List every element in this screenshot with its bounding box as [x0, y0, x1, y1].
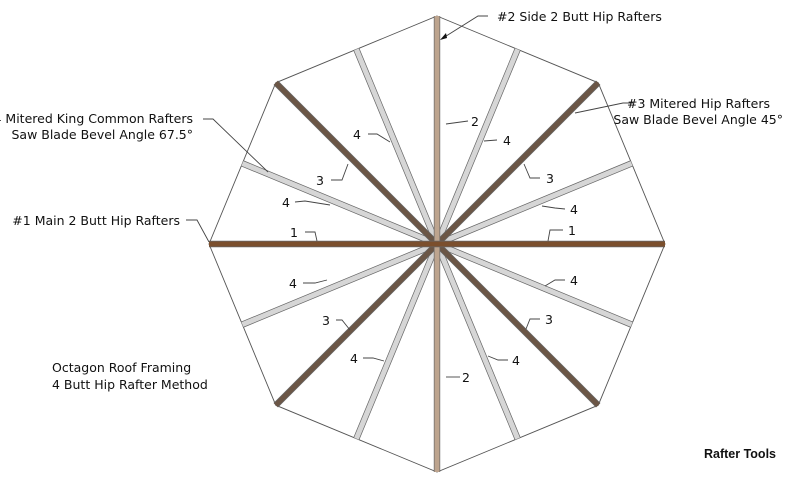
- callout-mitered-hip-line2: Saw Blade Bevel Angle 45°: [613, 112, 783, 127]
- number-2: 2: [462, 370, 470, 385]
- king-common-rafter: [354, 243, 440, 440]
- number-2: 2: [471, 114, 479, 129]
- leader-4: [541, 205, 566, 210]
- king-common-rafter: [434, 243, 520, 440]
- caption-line1: Octagon Roof Framing: [52, 360, 191, 375]
- number-4: 4: [350, 351, 358, 366]
- number-3: 3: [545, 312, 553, 327]
- leaders: [186, 15, 633, 378]
- mitered-hip-rafter: [435, 242, 600, 407]
- leader-1: [305, 231, 318, 242]
- king-common-rafter: [434, 48, 520, 245]
- number-4: 4: [570, 273, 578, 288]
- callout-main-hip: #1 Main 2 Butt Hip Rafters: [12, 213, 180, 228]
- king-common-rafter: [241, 241, 438, 327]
- king-common-rafter: [354, 48, 440, 245]
- number-4: 4: [289, 276, 297, 291]
- callout-king-common-line1: #4 Mitered King Common Rafters: [0, 111, 193, 126]
- king-common-rafter: [436, 161, 633, 247]
- leader-4: [303, 279, 328, 284]
- callout-side-hip: #2 Side 2 Butt Hip Rafters: [497, 9, 662, 24]
- number-4: 4: [353, 127, 361, 142]
- leader-3: [525, 318, 540, 330]
- number-4: 4: [512, 353, 520, 368]
- rafters: [209, 16, 665, 472]
- leader-mitered-hip: [574, 102, 633, 114]
- leader-4: [483, 139, 498, 142]
- leader-4: [363, 357, 385, 362]
- leader-3: [523, 163, 540, 179]
- callout-mitered-hip-line1: #3 Mitered Hip Rafters: [627, 96, 770, 111]
- king-common-rafter: [241, 161, 438, 247]
- number-4: 4: [503, 133, 511, 148]
- leader-4: [487, 355, 508, 361]
- leader-side-hip: [442, 15, 488, 39]
- number-3: 3: [322, 313, 330, 328]
- leader-4: [368, 133, 391, 143]
- leader-2-top: [445, 120, 469, 125]
- brand-label: Rafter Tools: [704, 447, 776, 461]
- mitered-hip-rafter: [274, 81, 439, 246]
- number-4: 4: [282, 195, 290, 210]
- number-3: 3: [546, 171, 554, 186]
- number-4: 4: [570, 202, 578, 217]
- leader-4: [294, 200, 331, 206]
- leader-4: [544, 279, 565, 287]
- leader-king-common: [203, 118, 269, 173]
- mitered-hip-rafter: [274, 242, 439, 407]
- number-3: 3: [316, 173, 324, 188]
- arrowhead: [440, 33, 447, 40]
- leader-main-hip: [186, 219, 210, 243]
- leader-3: [336, 319, 351, 331]
- mitered-hip-rafter: [435, 81, 600, 246]
- caption-line2: 4 Butt Hip Rafter Method: [52, 377, 208, 392]
- callout-king-common-line2: Saw Blade Bevel Angle 67.5°: [11, 127, 193, 142]
- leader-1: [547, 229, 563, 242]
- number-1: 1: [568, 223, 576, 238]
- leader-3: [331, 163, 349, 181]
- number-1: 1: [290, 225, 298, 240]
- king-common-rafter: [436, 241, 633, 327]
